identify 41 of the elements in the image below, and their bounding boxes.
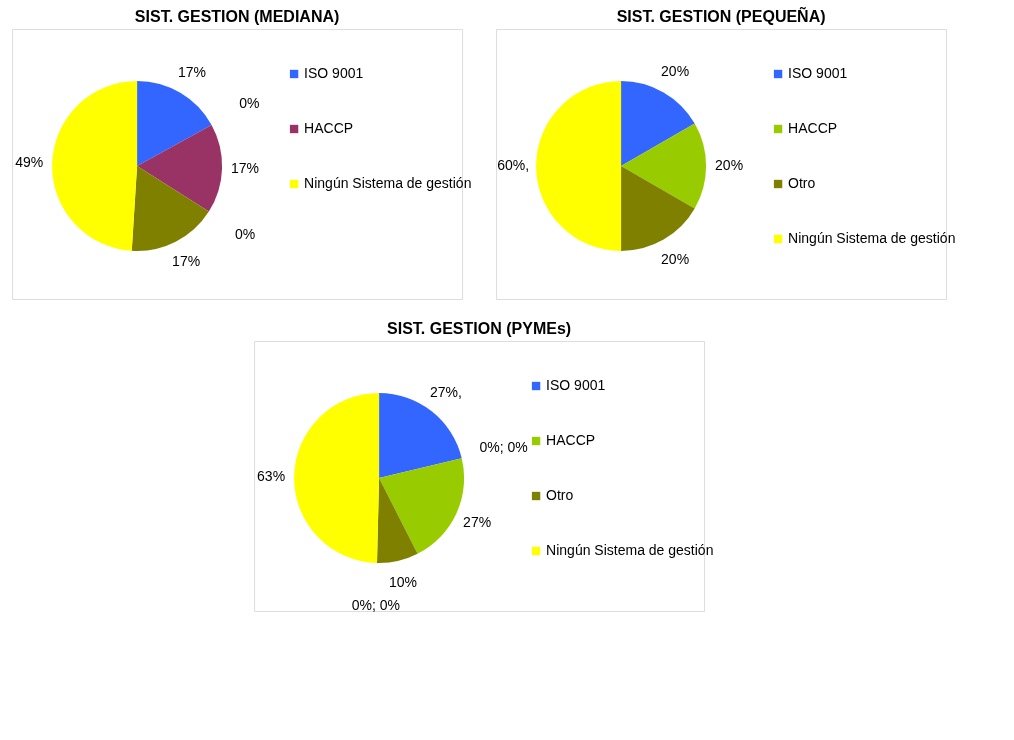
data-label: 60%,	[497, 157, 530, 173]
data-label: 10%	[388, 574, 417, 591]
text: 0%	[235, 225, 256, 242]
legend-label: Ningún Sistema de gestión	[788, 230, 956, 246]
legend-label: Ningún Sistema de gestión	[546, 542, 714, 558]
pie-slice	[137, 125, 223, 212]
text: 0%	[239, 95, 260, 112]
pie-slice	[536, 81, 622, 251]
legend-label: HACCP	[304, 120, 354, 136]
chart-title: SIST. GESTION (PYMEs)	[387, 320, 572, 337]
pie-slice	[621, 81, 695, 166]
pie-slice	[52, 81, 138, 251]
pie-slice	[376, 478, 418, 563]
chart-title: SIST. GESTION (MEDIANA)	[134, 8, 340, 25]
pie-slice	[137, 81, 212, 166]
legend-label: ISO 9001	[788, 65, 848, 81]
data-label: 17%	[231, 160, 260, 177]
chart-title: SIST. GESTION (PEQUEÑA)	[616, 6, 826, 25]
data-label: 17%	[178, 64, 207, 81]
legend-label: ISO 9001	[546, 377, 606, 393]
pie-slice	[621, 166, 695, 251]
pie-slice	[379, 458, 465, 554]
legend-label: Otro	[788, 175, 816, 191]
pie-slice	[294, 393, 380, 563]
data-label: 20%	[661, 63, 690, 80]
data-label: 49%	[15, 153, 44, 170]
legend-label: HACCP	[546, 432, 596, 448]
data-label: 17%	[172, 253, 201, 270]
data-label: 27%,	[430, 384, 462, 401]
data-label: 27%	[463, 514, 492, 531]
legend-label: ISO 9001	[304, 65, 364, 81]
pie-slice	[621, 123, 706, 209]
pie-slice	[131, 166, 209, 251]
text: 0%; 0%	[479, 439, 528, 456]
text: 0%; 0%	[351, 596, 401, 613]
legend-label: Otro	[546, 487, 574, 503]
legend-label: HACCP	[788, 120, 838, 136]
data-label: 20%	[661, 250, 690, 267]
data-label: 63%	[257, 467, 286, 484]
legend-label: Ningún Sistema de gestión	[304, 175, 472, 191]
data-label: 20%	[715, 157, 744, 173]
